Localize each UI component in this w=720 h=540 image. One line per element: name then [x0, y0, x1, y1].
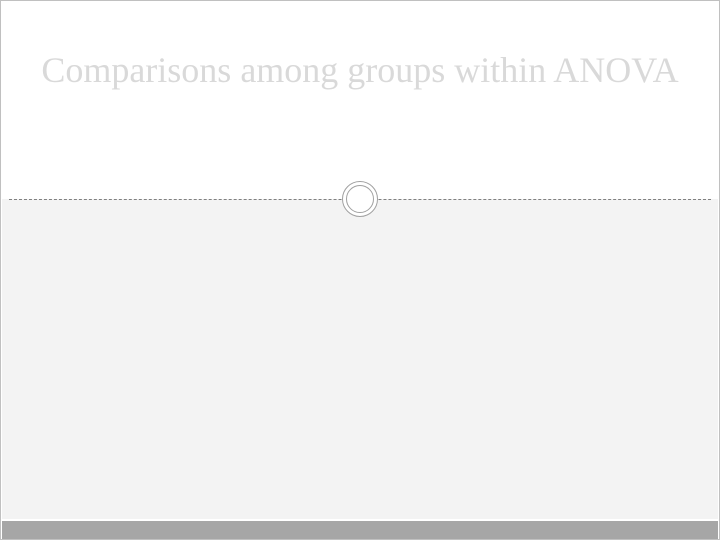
slide-container: Comparisons among groups within ANOVA [0, 0, 720, 540]
title-area: Comparisons among groups within ANOVA [1, 1, 719, 92]
slide-title: Comparisons among groups within ANOVA [41, 49, 679, 92]
bottom-accent-bar [2, 521, 718, 539]
body-area [2, 199, 718, 519]
divider-circle-inner [346, 185, 374, 213]
divider [1, 179, 719, 219]
divider-circle-icon [342, 181, 378, 217]
